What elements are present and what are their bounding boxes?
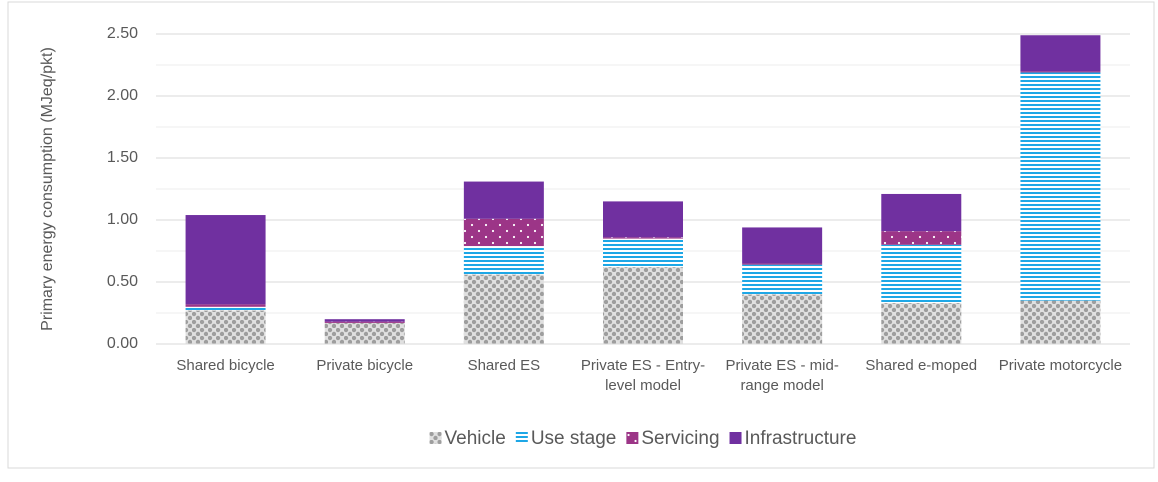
x-tick-label: Private motorcycle bbox=[998, 357, 1123, 374]
legend-label: Use stage bbox=[531, 428, 617, 449]
x-tick-label: Private ES - Entry-level model bbox=[580, 357, 706, 394]
y-tick-label: 2.00 bbox=[107, 87, 138, 104]
bar-segment bbox=[742, 264, 823, 295]
bar-segment bbox=[463, 246, 544, 275]
bar-segment bbox=[881, 303, 962, 344]
bar-segment bbox=[603, 267, 683, 344]
bar-segment bbox=[324, 319, 405, 322]
x-tick-label: Private ES - mid-range model bbox=[725, 357, 839, 394]
bar-segment bbox=[463, 181, 544, 219]
bar-segment bbox=[1020, 300, 1101, 344]
bar-segment bbox=[185, 304, 266, 307]
x-tick-label: Shared bicycle bbox=[176, 357, 275, 374]
bar-segment bbox=[463, 218, 544, 247]
y-tick-label: 0.50 bbox=[107, 273, 138, 290]
bar-segment bbox=[881, 231, 962, 245]
bar-segment bbox=[324, 322, 405, 344]
y-tick-label: 2.50 bbox=[107, 25, 138, 42]
legend-swatch bbox=[429, 432, 442, 444]
legend-label: Servicing bbox=[641, 428, 719, 449]
bar-segment bbox=[185, 215, 266, 305]
y-tick-label: 0.00 bbox=[107, 335, 138, 352]
bar-segment bbox=[1020, 35, 1101, 72]
legend-swatch bbox=[729, 432, 742, 444]
legend-label: Vehicle bbox=[445, 428, 506, 449]
bar-segment bbox=[463, 274, 544, 344]
legend-swatch bbox=[626, 432, 639, 444]
chart-border bbox=[7, 1, 1155, 469]
y-tick-label: 1.00 bbox=[107, 211, 138, 228]
legend-swatch bbox=[515, 432, 528, 444]
x-tick-label: Shared ES bbox=[467, 357, 541, 374]
x-tick-label: Private bicycle bbox=[316, 357, 414, 374]
bar-segment bbox=[742, 294, 823, 344]
bar-segment bbox=[603, 238, 683, 268]
y-tick-label: 1.50 bbox=[107, 149, 138, 166]
bar-segment bbox=[742, 227, 823, 264]
bar-segment bbox=[1020, 71, 1101, 73]
bar-segment bbox=[603, 237, 683, 239]
bar-segment bbox=[1020, 72, 1101, 301]
legend-label: Infrastructure bbox=[745, 428, 857, 449]
y-axis-label: Primary energy consumption (MJeq/pkt) bbox=[39, 47, 56, 331]
x-tick-label: Shared e-moped bbox=[865, 357, 978, 374]
bar-segment bbox=[881, 244, 962, 304]
bar-segment bbox=[324, 321, 405, 323]
bar-segment bbox=[742, 263, 823, 265]
bar-segment bbox=[185, 310, 266, 344]
bar-segment bbox=[185, 306, 266, 311]
bar-segment bbox=[881, 193, 962, 232]
bar-segment bbox=[603, 201, 683, 238]
legend: Vehicle Use stage Servicing Infrastructure bbox=[429, 428, 857, 449]
